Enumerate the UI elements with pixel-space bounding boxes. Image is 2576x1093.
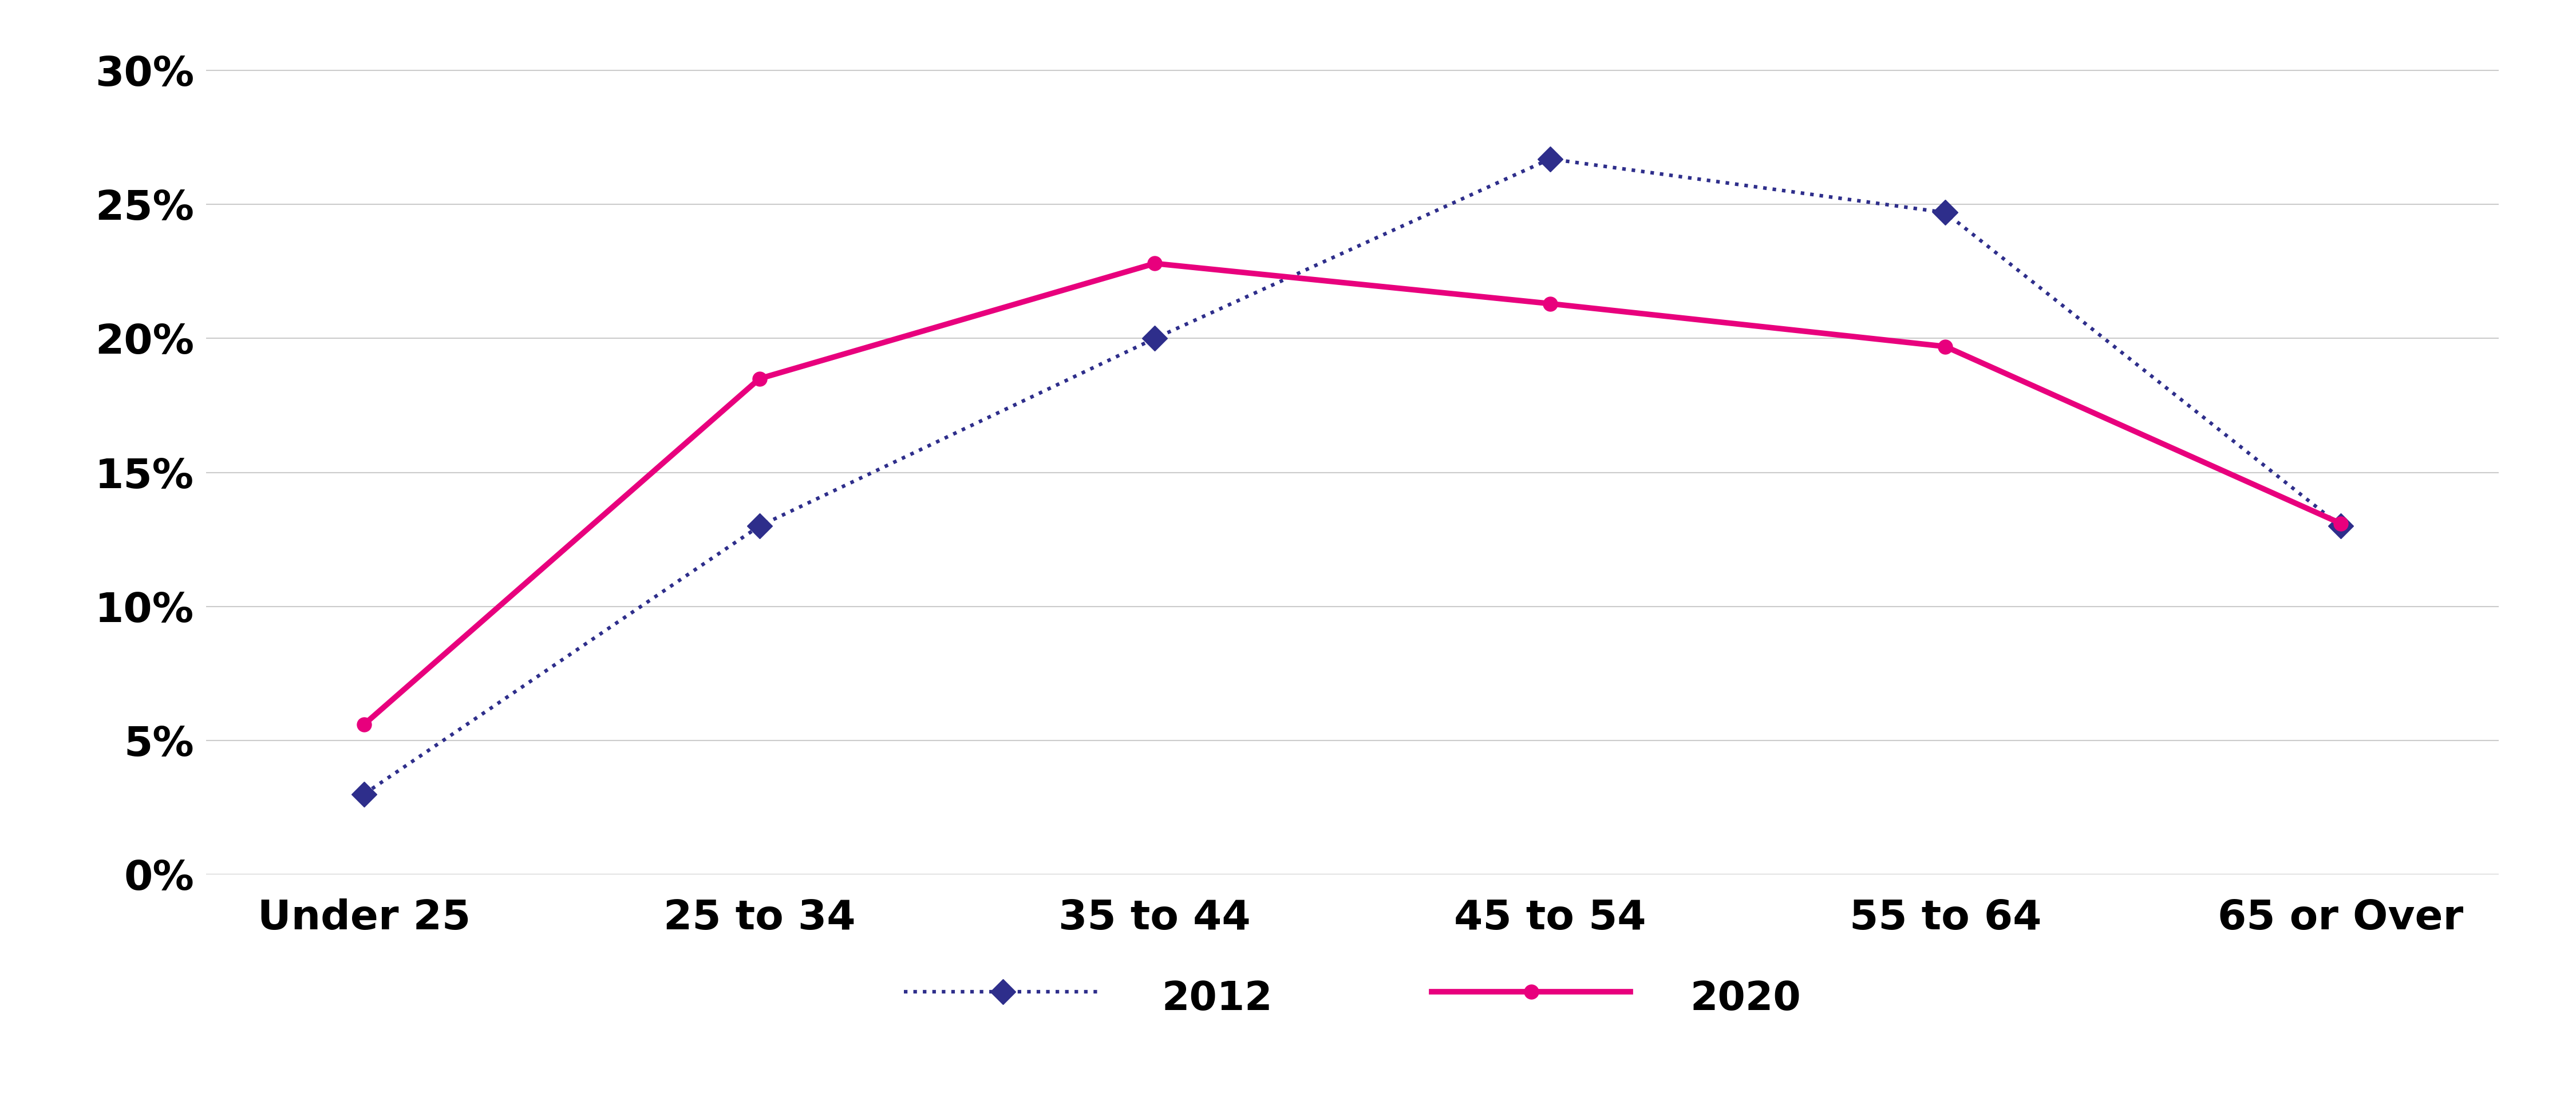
2012 — [348, 787, 379, 800]
2020 — [2326, 517, 2357, 530]
Line: 2020: 2020 — [358, 256, 2347, 731]
Line: 2012: 2012 — [355, 150, 2349, 802]
2012 — [1535, 152, 1566, 165]
2020 — [348, 718, 379, 731]
2020 — [1535, 297, 1566, 310]
2020 — [1139, 257, 1170, 270]
2012 — [1139, 332, 1170, 345]
2020 — [744, 372, 775, 385]
2012 — [744, 519, 775, 532]
Legend: 2012, 2020: 2012, 2020 — [889, 957, 1816, 1037]
2012 — [2326, 519, 2357, 532]
2020 — [1929, 340, 1960, 353]
2012 — [1929, 205, 1960, 219]
